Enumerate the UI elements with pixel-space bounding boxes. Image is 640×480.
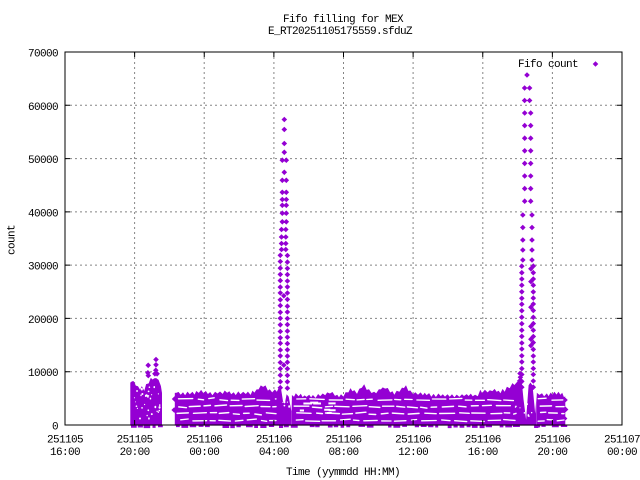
svg-text:60000: 60000 <box>28 102 58 114</box>
svg-text:10000: 10000 <box>28 368 58 380</box>
svg-text:Fifo count: Fifo count <box>518 59 578 71</box>
svg-text:16:00: 16:00 <box>50 447 80 459</box>
svg-text:20:00: 20:00 <box>537 447 567 459</box>
svg-text:Fifo filling for MEX: Fifo filling for MEX <box>283 14 404 26</box>
svg-text:251106: 251106 <box>395 435 431 447</box>
svg-text:251106: 251106 <box>465 435 501 447</box>
svg-text:40000: 40000 <box>28 208 58 220</box>
svg-text:16:00: 16:00 <box>468 447 498 459</box>
svg-text:count: count <box>7 225 19 255</box>
svg-text:50000: 50000 <box>28 155 58 167</box>
svg-text:0: 0 <box>52 422 58 434</box>
svg-text:251105: 251105 <box>117 435 153 447</box>
svg-text:70000: 70000 <box>28 49 58 61</box>
svg-text:251106: 251106 <box>325 435 361 447</box>
svg-text:Time (yymmdd HH:MM): Time (yymmdd HH:MM) <box>286 467 400 479</box>
svg-text:20:00: 20:00 <box>120 447 150 459</box>
svg-text:04:00: 04:00 <box>259 447 289 459</box>
svg-text:00:00: 00:00 <box>189 447 219 459</box>
svg-text:251106: 251106 <box>256 435 292 447</box>
svg-text:E_RT20251105175559.sfduZ: E_RT20251105175559.sfduZ <box>268 26 413 38</box>
svg-text:251105: 251105 <box>47 435 83 447</box>
svg-text:20000: 20000 <box>28 315 58 327</box>
svg-text:251107: 251107 <box>604 435 640 447</box>
svg-text:08:00: 08:00 <box>328 447 358 459</box>
svg-text:30000: 30000 <box>28 262 58 274</box>
svg-text:251106: 251106 <box>534 435 570 447</box>
svg-text:251106: 251106 <box>186 435 222 447</box>
svg-text:00:00: 00:00 <box>607 447 637 459</box>
svg-text:12:00: 12:00 <box>398 447 428 459</box>
